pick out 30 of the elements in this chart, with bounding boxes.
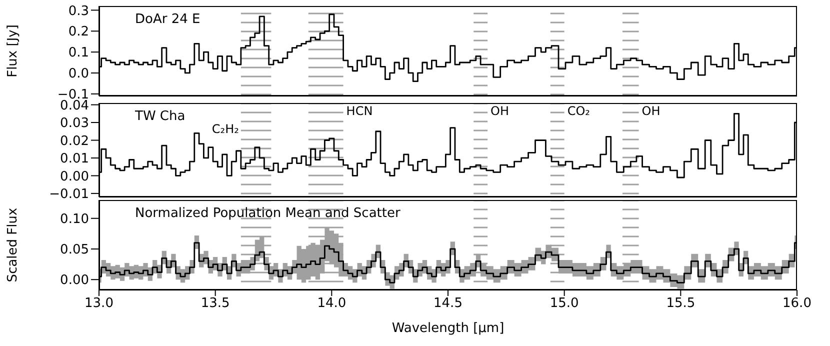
x-axis-title: Wavelength [μm] [392,321,504,336]
x-tick-label: 13.0 [84,296,114,312]
y-tick-label: 0.10 [60,212,89,227]
y-tick-label: −0.01 [49,187,89,202]
y-tick-label: 0.02 [60,134,89,149]
band-label: OH [642,104,660,118]
y-tick-label: 0.2 [68,24,89,40]
y-tick-label: 0.0 [68,66,89,82]
y-tick-label: 0.03 [60,116,89,132]
y-axis-title: Scaled Flux [6,208,21,282]
annotation: TW Cha [135,109,186,124]
y-tick-label: 0.3 [68,4,89,19]
y-tick-label: 0.00 [60,273,89,288]
y-tick-label: 0.05 [60,242,89,258]
band-label: HCN [346,104,373,118]
y-tick-label: 0.1 [68,46,89,61]
y-tick-label: 0.00 [60,169,89,184]
x-tick-label: 14.5 [434,296,462,312]
x-tick-label: 16.0 [782,296,812,312]
x-tick-label: 14.0 [317,296,346,312]
annotation: Normalized Population Mean and Scatter [135,206,400,221]
x-tick-label: 13.5 [200,296,230,312]
band-label: CO₂ [567,104,590,118]
x-tick-label: 15.5 [666,296,696,312]
y-axis-title: Flux [Jy] [6,24,21,78]
band-label: OH [490,104,510,118]
x-tick-label: 15.0 [550,296,579,312]
band-label: C₂H₂ [212,122,240,136]
y-tick-label: 0.01 [60,152,89,167]
annotation: DoAr 24 E [135,12,200,27]
